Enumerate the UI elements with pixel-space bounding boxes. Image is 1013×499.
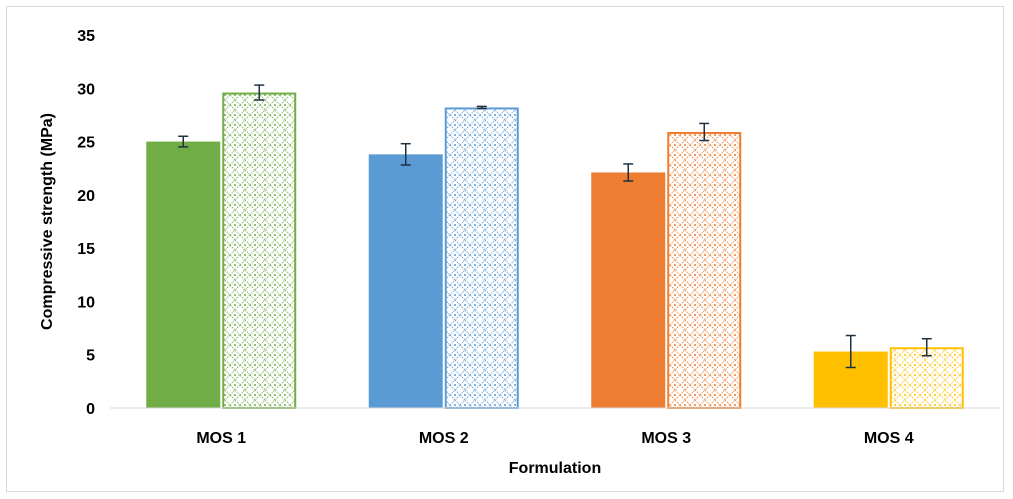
y-tick-label: 5 xyxy=(86,348,95,365)
y-tick-label: 25 xyxy=(77,135,95,152)
error-bar-mos-2-series-2 xyxy=(476,105,487,110)
bar-mos-3-series-1 xyxy=(591,172,666,408)
y-tick-label: 10 xyxy=(77,294,95,311)
x-tick-label: MOS 1 xyxy=(196,430,246,447)
y-axis-title: Compressive strength (MPa) xyxy=(39,113,56,330)
bar-mos-3-series-2 xyxy=(667,131,742,409)
x-tick-labels: MOS 1 MOS 2 MOS 3 MOS 4 xyxy=(196,430,913,447)
bar-mos-1-series-1 xyxy=(146,141,221,409)
y-tick-label: 30 xyxy=(77,81,95,98)
x-tick-label: MOS 3 xyxy=(641,430,691,447)
y-tick-label: 20 xyxy=(77,188,95,205)
x-tick-label: MOS 4 xyxy=(864,430,914,447)
error-bar-mos-4-series-2 xyxy=(921,337,932,357)
error-bars-group xyxy=(178,84,932,369)
bar-mos-1-series-2 xyxy=(222,92,297,409)
y-tick-label: 15 xyxy=(77,241,95,258)
error-bar-mos-3-series-1 xyxy=(623,163,634,182)
error-bar-mos-1-series-2 xyxy=(254,84,265,101)
x-tick-label: MOS 2 xyxy=(419,430,469,447)
error-bar-mos-3-series-2 xyxy=(699,122,710,142)
error-bar-mos-2-series-1 xyxy=(400,142,411,166)
error-bar-mos-1-series-1 xyxy=(178,135,189,148)
y-tick-label: 35 xyxy=(77,28,95,45)
bars-group xyxy=(146,92,964,410)
y-tick-label: 0 xyxy=(86,401,95,418)
y-tick-labels: 0 5 10 15 20 25 30 35 xyxy=(77,28,95,418)
bar-mos-2-series-2 xyxy=(444,107,519,410)
bar-mos-2-series-1 xyxy=(368,154,443,408)
x-axis-title: Formulation xyxy=(509,460,601,477)
bar-mos-4-series-2 xyxy=(889,347,964,409)
error-bar-mos-4-series-1 xyxy=(845,334,856,369)
